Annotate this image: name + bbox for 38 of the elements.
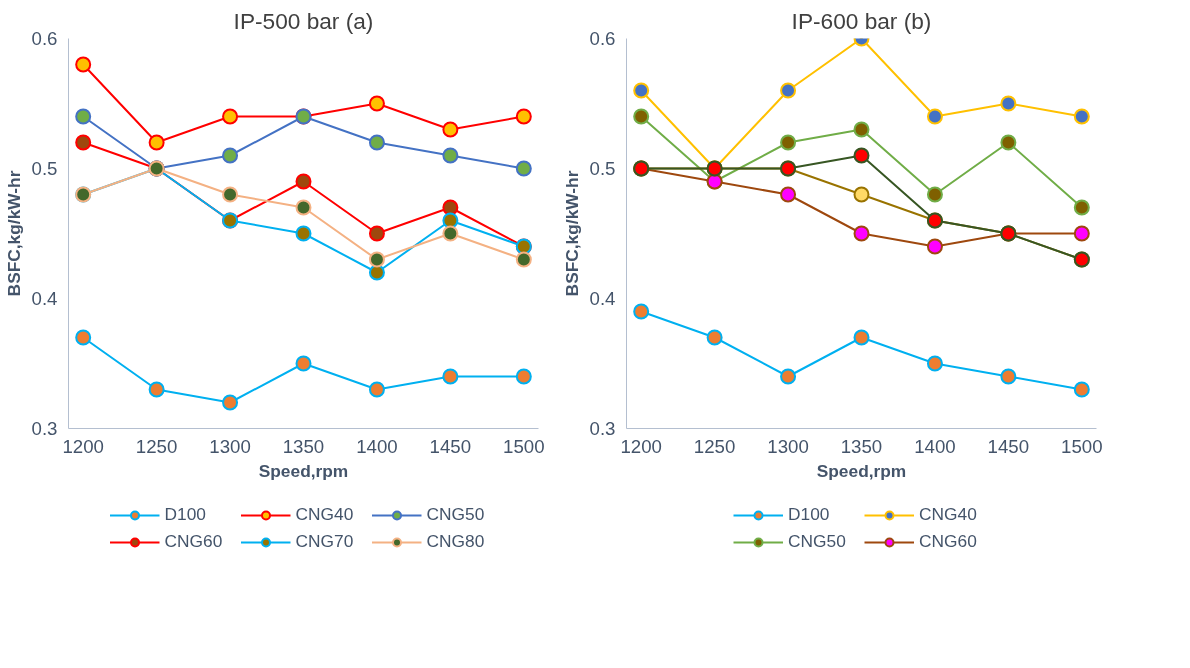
x-tick-label: 1500 [1061,435,1103,457]
x-tick-label: 1400 [914,435,956,457]
legend-label: CNG70 [295,531,355,552]
y-axis-title: BSFC,kg/kW-hr [561,170,582,297]
x-tick-label: 1300 [767,435,809,457]
legend-label: CNG60 [164,531,224,552]
chart-title: IP-500 bar (a) [233,7,374,34]
x-tick-label: 1300 [209,435,251,457]
x-tick-label: 1350 [840,435,883,457]
legend-label: CNG80 [426,531,486,552]
y-tick-label: 0.4 [31,288,58,309]
x-tick-label: 1250 [135,435,178,457]
x-tick-label: 1250 [693,435,736,457]
legend-label: CNG60 [919,531,978,552]
chart-title: IP-600 bar (b) [791,7,932,34]
x-tick-label: 1450 [429,435,472,457]
legend-label: D100 [164,504,207,525]
y-tick-label: 0.5 [31,158,58,179]
y-tick-label: 0.3 [589,418,616,439]
legend-label: CNG50 [426,504,486,525]
legend-label: CNG40 [295,504,355,525]
y-tick-label: 0.6 [589,28,616,49]
y-tick-label: 0.5 [589,158,616,179]
y-tick-label: 0.4 [589,288,616,309]
x-tick-label: 1200 [620,435,662,457]
x-axis-title: Speed,rpm [816,460,907,481]
legend-label: D100 [788,504,831,525]
x-tick-label: 1350 [282,435,325,457]
y-axis-title: BSFC,kg/kW-hr [3,170,24,297]
y-tick-label: 0.3 [31,418,58,439]
x-axis-title: Speed,rpm [258,460,349,481]
x-tick-label: 1400 [356,435,398,457]
legend-label: CNG40 [919,504,978,525]
x-tick-label: 1500 [503,435,545,457]
x-tick-label: 1200 [62,435,104,457]
legend-label: CNG50 [788,531,847,552]
x-tick-label: 1450 [987,435,1030,457]
y-tick-label: 0.6 [31,28,58,49]
